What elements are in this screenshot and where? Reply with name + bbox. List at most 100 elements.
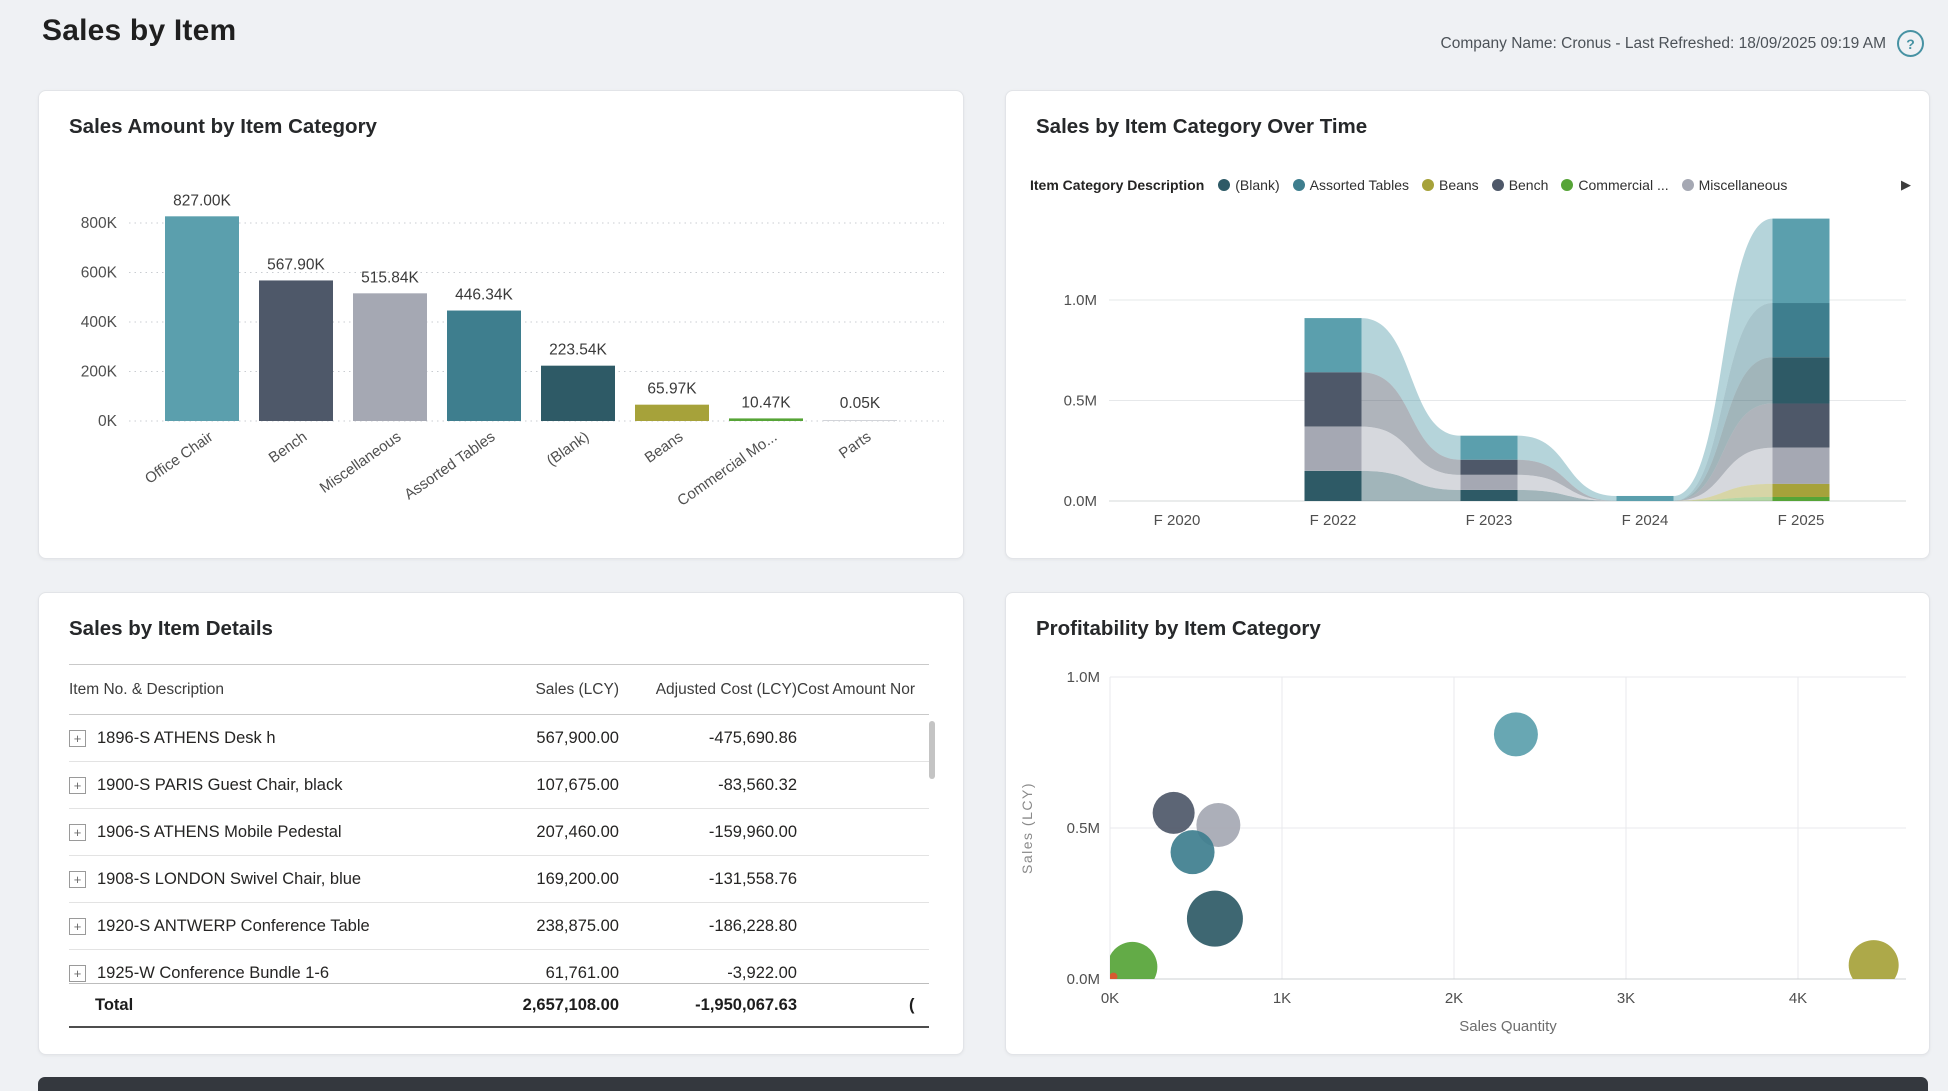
total-adjusted-cost: -1,950,067.63 [695,995,797,1014]
ribbon-x-label: F 2020 [1154,512,1201,529]
bar-x-label: Bench [266,428,311,466]
adjusted-cost-value: -475,690.86 [708,728,797,747]
bar-y-tick: 200K [81,364,118,381]
ribbon-flow-bench[interactable] [1673,403,1773,501]
ribbon-flow-office-chair[interactable] [1361,318,1461,460]
table-column-header-sales-lcy[interactable]: Sales (LCY) [535,680,619,698]
scatter-chart-title: Profitability by Item Category [1036,617,1321,640]
expand-row-icon[interactable]: + [69,917,86,935]
ribbon-flow-office-chair[interactable] [1517,435,1617,501]
expand-row-icon[interactable]: + [69,870,86,888]
expand-row-icon[interactable]: + [69,729,86,747]
table-row[interactable]: +1920-S ANTWERP Conference Table 238,875.… [69,903,929,950]
ribbon-bar-f-2025-assorted-tables[interactable] [1772,303,1830,358]
ribbon-bar-f-2025-commercial[interactable] [1772,496,1830,501]
table-title: Sales by Item Details [69,617,273,640]
ribbon-bar-f-2025-beans[interactable] [1772,483,1830,497]
ribbon-flow-blank[interactable] [1361,470,1461,501]
bar-miscellaneous[interactable] [353,293,427,421]
ribbon-flow-beans[interactable] [1673,483,1773,501]
bar-beans[interactable] [635,404,709,421]
table-row[interactable]: +1896-S ATHENS Desk h 567,900.00 -475,690.… [69,715,929,762]
ribbon-bar-f-2025-miscellaneous[interactable] [1772,447,1830,484]
table-vertical-scrollbar[interactable] [929,721,935,779]
ribbon-flow-blank[interactable] [1673,357,1773,501]
ribbon-bar-f-2023-bench[interactable] [1460,459,1518,475]
scatter-x-tick: 3K [1617,990,1635,1007]
table-column-header-adjusted-cost-lcy[interactable]: Adjusted Cost (LCY) [655,680,797,698]
scatter-y-tick: 0.5M [1067,820,1100,837]
ribbon-bar-f-2025-office-chair[interactable] [1772,218,1830,304]
legend-item-beans[interactable]: Beans [1421,177,1479,193]
ribbon-bar-f-2022-office-chair[interactable] [1304,318,1362,373]
bar-office-chair[interactable] [165,216,239,421]
bubble-commercial[interactable] [1107,941,1158,992]
bubble-beans[interactable] [1848,940,1899,990]
scatter-x-tick: 2K [1445,990,1463,1007]
ribbon-bar-f-2025-bench[interactable] [1772,403,1830,448]
ribbon-flow-bench[interactable] [1361,372,1461,475]
ribbon-bar-f-2022-bench[interactable] [1304,372,1362,427]
bar-bench[interactable] [259,280,333,421]
ribbon-bar-f-2025-blank[interactable] [1772,357,1830,404]
legend-next-arrow-icon[interactable]: ▶ [1901,177,1911,192]
ribbon-chart: 0.0M 0.5M 1.0M F 2020 F 2022 F 2023 F 2024 F 20… [1064,218,1906,529]
legend-item-commercial[interactable]: Commercial ... [1561,177,1669,193]
ribbon-flow-commercial[interactable] [1673,496,1773,501]
table-row[interactable]: +1908-S LONDON Swivel Chair, blue 169,200… [69,856,929,903]
ribbon-flow-miscellaneous[interactable] [1361,426,1461,490]
ribbon-bar-f-2023-blank[interactable] [1460,489,1518,501]
legend-label: Bench [1508,177,1549,193]
total-sales: 2,657,108.00 [522,995,619,1014]
bar-commercial-mo[interactable] [729,418,803,421]
bubble-assorted-tables[interactable] [1170,830,1215,875]
ribbon-flow-miscellaneous[interactable] [1517,474,1617,501]
adjusted-cost-value: -131,558.76 [708,869,797,888]
legend-item-miscellaneous[interactable]: Miscellaneous [1681,177,1787,193]
ribbon-flow-assorted-tables[interactable] [1673,303,1773,501]
bar-x-label: (Blank) [544,428,593,469]
bar-value-label: 223.54K [549,342,607,359]
item-description: 1896-S ATHENS Desk h [97,728,276,747]
expand-row-icon[interactable]: + [69,964,86,982]
bar-blank[interactable] [541,365,615,421]
page-bottom-scrollbar[interactable] [38,1077,1928,1091]
table-row[interactable]: +1900-S PARIS Guest Chair, black 107,675.… [69,762,929,809]
legend-item-assorted-tables[interactable]: Assorted Tables [1292,177,1409,193]
bubble-parts[interactable] [1109,972,1118,981]
ribbon-chart-title: Sales by Item Category Over Time [1036,115,1368,138]
ribbon-y-tick: 0.0M [1064,493,1097,510]
item-description: 1925-W Conference Bundle 1-6 [97,963,330,982]
ribbon-flow-miscellaneous[interactable] [1673,447,1773,501]
ribbon-bar-f-2022-miscellaneous[interactable] [1304,426,1362,471]
scatter-y-tick: 0.0M [1067,971,1100,988]
ribbon-bar-f-2024-office-chair[interactable] [1616,495,1674,501]
ribbon-flow-office-chair[interactable] [1673,218,1773,501]
bar-parts[interactable] [823,420,897,422]
table-row[interactable]: +1906-S ATHENS Mobile Pedestal 207,460.00… [69,809,929,856]
bar-x-label: Commercial Mo... [674,428,780,509]
sales-value: 238,875.00 [536,916,619,935]
table-row[interactable]: +1925-W Conference Bundle 1-6 61,761.00 -3… [69,950,929,983]
ribbon-bar-f-2023-office-chair[interactable] [1460,435,1518,460]
legend-item-bench[interactable]: Bench [1491,177,1549,193]
help-icon[interactable]: ? [1897,30,1924,57]
panel-profitability: Profitability by Item Category 0K 1K 2K 3K 4… [1005,592,1930,1055]
ribbon-bar-f-2023-miscellaneous[interactable] [1460,474,1518,490]
expand-row-icon[interactable]: + [69,823,86,841]
adjusted-cost-value: -3,922.00 [727,963,797,982]
details-table: Item No. & Description Sales (LCY) Adjuste… [69,664,929,1028]
ribbon-bar-f-2022-blank[interactable] [1304,470,1362,501]
ribbon-x-label: F 2025 [1778,512,1825,529]
ribbon-flow-bench[interactable] [1517,459,1617,501]
bubble-office-chair[interactable] [1493,712,1538,757]
legend-item-blank[interactable]: (Blank) [1218,177,1280,193]
bar-assorted-tables[interactable] [447,310,521,421]
ribbon-flow-blank[interactable] [1517,489,1617,501]
table-column-header-cost-amount-nor[interactable]: Cost Amount Nor [797,680,916,698]
expand-row-icon[interactable]: + [69,776,86,794]
legend-label: (Blank) [1235,177,1280,193]
bubble-bench[interactable] [1152,791,1195,834]
bubble-blank[interactable] [1186,890,1243,947]
table-column-header-item-no-description[interactable]: Item No. & Description [69,680,225,698]
